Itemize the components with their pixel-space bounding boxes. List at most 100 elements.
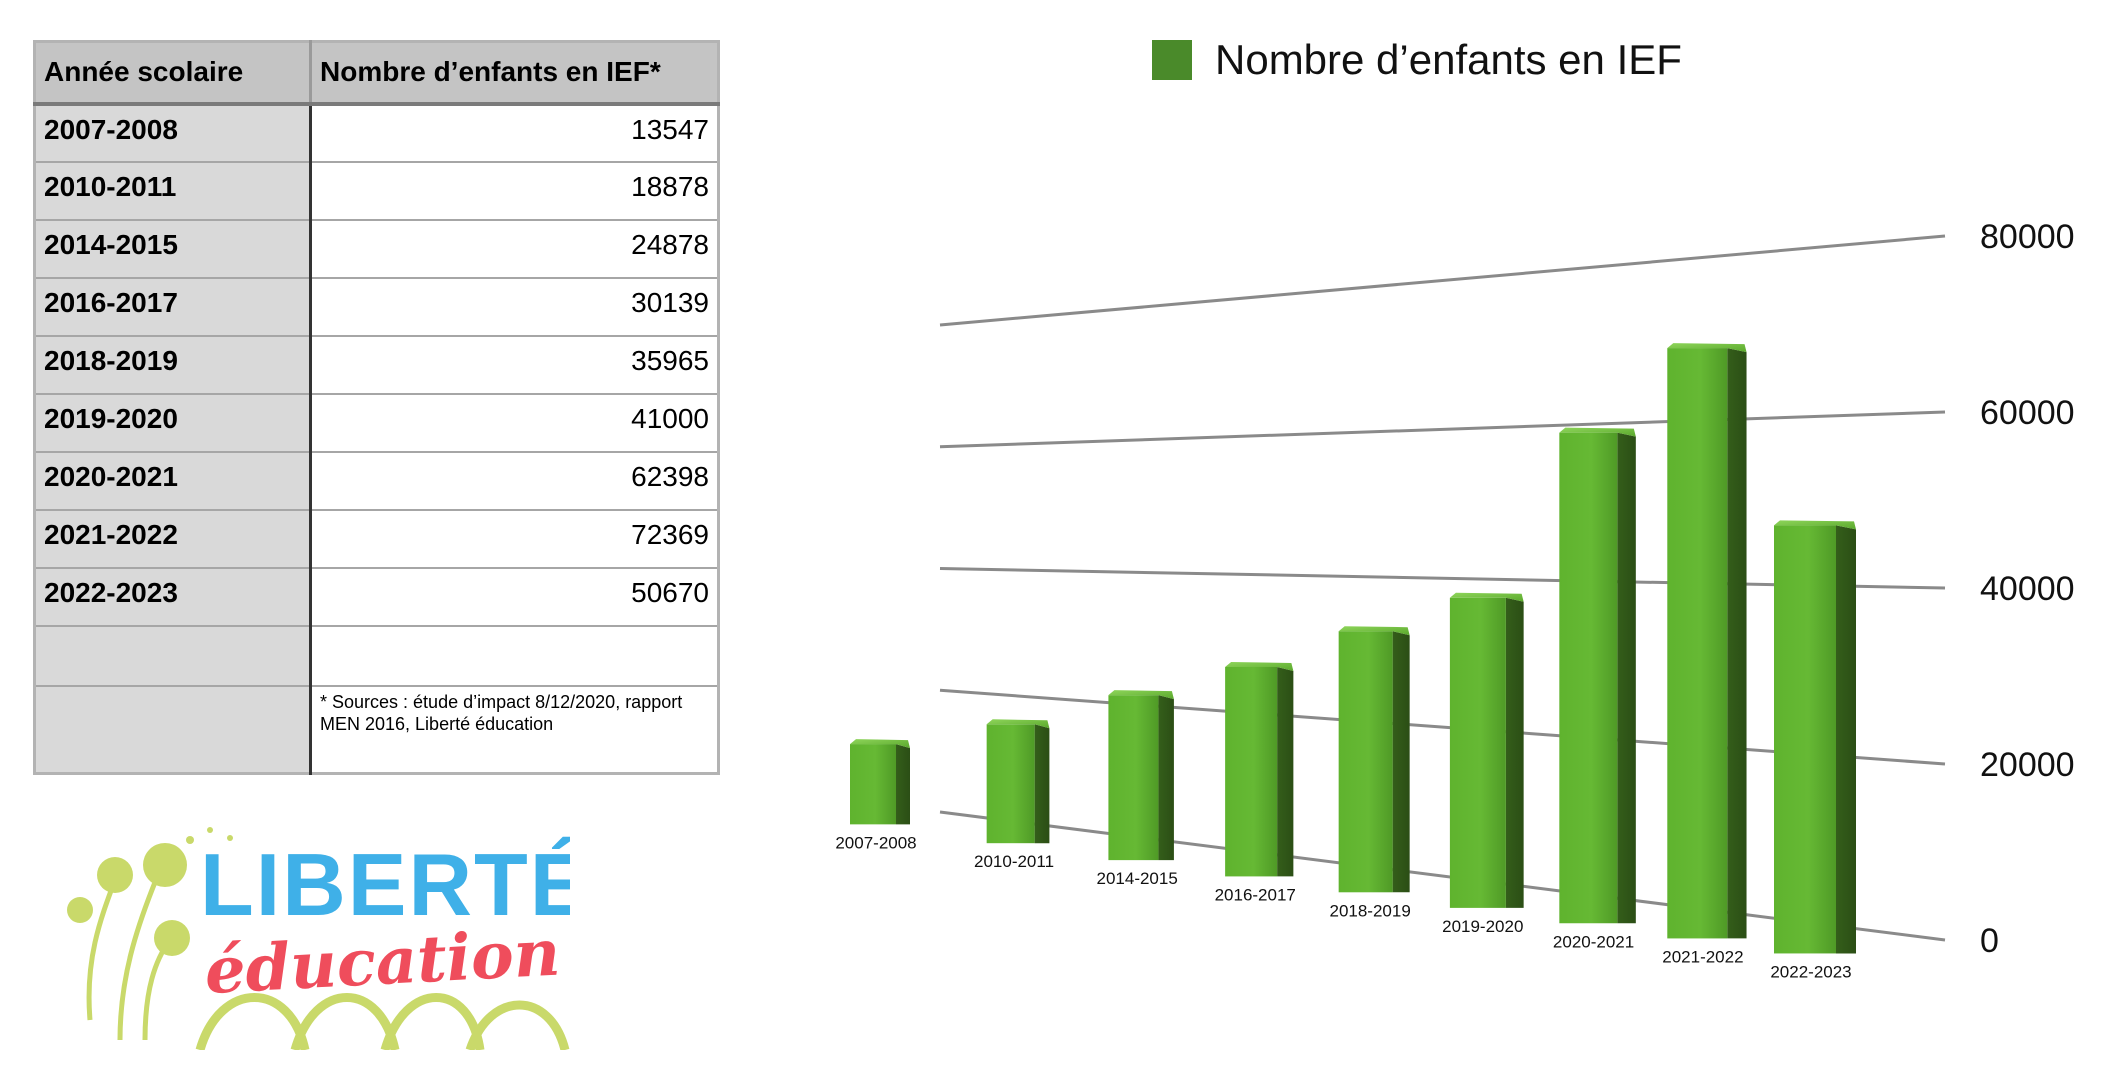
table-row: 2020-2021 62398 <box>33 450 720 511</box>
y-tick-label: 20000 <box>1980 746 2075 784</box>
bar-top <box>1225 661 1294 671</box>
bar-front <box>1774 525 1836 954</box>
bar <box>1774 520 1856 954</box>
row-year: 2007-2008 <box>33 102 312 163</box>
table-row-note: * Sources : étude d’impact 8/12/2020, ra… <box>33 684 720 775</box>
chart-legend: Nombre d’enfants en IEF <box>1152 36 1682 83</box>
table-row: 2022-2023 50670 <box>33 566 720 627</box>
gridline <box>939 410 1946 449</box>
bar <box>850 739 910 825</box>
dandelion-graphic <box>86 869 173 1041</box>
row-value: 41000 <box>309 392 720 453</box>
logo-line2: éducation <box>203 916 562 1010</box>
bar-side <box>896 744 910 825</box>
x-tick-label: 2010-2011 <box>974 852 1054 871</box>
bar <box>1667 343 1747 939</box>
legend-label: Nombre d’enfants en IEF <box>1215 36 1682 83</box>
bar-top <box>1774 520 1856 530</box>
bar <box>1225 661 1294 877</box>
logo-line1: LIBERTÉ <box>200 835 570 934</box>
bar-front <box>1449 597 1506 908</box>
row-year: 2014-2015 <box>33 218 312 279</box>
bar-top <box>1667 343 1747 353</box>
table-row: 2021-2022 72369 <box>33 508 720 569</box>
bar-front <box>1667 348 1728 939</box>
x-axis-tick-labels: 2007-2008 2010-2011 2014-2015 2016-2017 2018… <box>835 833 1851 981</box>
table-row: 2007-2008 13547 <box>33 102 720 163</box>
x-tick-label: 2021-2022 <box>1662 947 1743 966</box>
bar-side <box>1505 597 1524 908</box>
bar-front <box>1559 432 1618 924</box>
dandelion-heads <box>67 827 233 956</box>
bar-top <box>1338 626 1410 636</box>
bar <box>1338 626 1410 893</box>
row-year: 2016-2017 <box>33 276 312 337</box>
table-row: 2010-2011 18878 <box>33 160 720 221</box>
data-table: Année scolaire Nombre d’enfants en IEF* … <box>33 40 720 775</box>
row-year: 2021-2022 <box>33 508 312 569</box>
empty-cell <box>33 684 312 775</box>
gridline <box>939 567 1946 590</box>
row-value: 35965 <box>309 334 720 395</box>
bar-front <box>1108 695 1159 861</box>
bar <box>1559 427 1636 924</box>
chart-gridlines <box>939 234 1946 942</box>
bar <box>1108 690 1174 861</box>
gridline <box>939 234 1946 327</box>
bar-side <box>1277 666 1294 877</box>
row-value: 30139 <box>309 276 720 337</box>
bar-side <box>1727 348 1747 939</box>
header-year: Année scolaire <box>33 40 312 106</box>
bar-top <box>850 739 910 749</box>
table-row: 2019-2020 41000 <box>33 392 720 453</box>
y-tick-label: 0 <box>1980 922 1999 960</box>
bar-top <box>986 719 1050 729</box>
bar-front <box>1338 631 1393 893</box>
y-axis-tick-labels: 0 20000 40000 60000 80000 <box>1980 218 2075 960</box>
x-tick-label: 2022-2023 <box>1770 962 1851 981</box>
empty-cell <box>33 624 312 687</box>
row-year: 2018-2019 <box>33 334 312 395</box>
table-row: 2018-2019 35965 <box>33 334 720 395</box>
bar-side <box>1034 724 1050 844</box>
row-value: 18878 <box>309 160 720 221</box>
header-count: Nombre d’enfants en IEF* <box>309 40 720 106</box>
chart-bars <box>850 343 1856 954</box>
bar-side <box>1392 631 1410 893</box>
y-tick-label: 80000 <box>1980 218 2075 256</box>
x-tick-label: 2007-2008 <box>835 833 916 852</box>
row-year: 2020-2021 <box>33 450 312 511</box>
row-value: 50670 <box>309 566 720 627</box>
gridline <box>939 810 1946 942</box>
row-year: 2022-2023 <box>33 566 312 627</box>
bar-side <box>1836 525 1856 954</box>
hills-graphic <box>195 993 570 1050</box>
bar <box>1449 592 1524 908</box>
table-row: 2014-2015 24878 <box>33 218 720 279</box>
bar-top <box>1449 592 1524 602</box>
table-header-row: Année scolaire Nombre d’enfants en IEF* <box>33 40 720 106</box>
row-value: 62398 <box>309 450 720 511</box>
x-tick-label: 2020-2021 <box>1553 932 1634 951</box>
gridline <box>939 688 1946 766</box>
row-year: 2019-2020 <box>33 392 312 453</box>
x-tick-label: 2019-2020 <box>1442 917 1523 936</box>
x-tick-label: 2016-2017 <box>1215 885 1296 904</box>
bar-side <box>1617 432 1636 924</box>
bar <box>986 719 1050 844</box>
x-tick-label: 2018-2019 <box>1329 901 1410 920</box>
y-tick-label: 40000 <box>1980 570 2075 608</box>
row-year: 2010-2011 <box>33 160 312 221</box>
row-value: 13547 <box>309 102 720 163</box>
table-row: 2016-2017 30139 <box>33 276 720 337</box>
y-tick-label: 60000 <box>1980 394 2075 432</box>
liberte-education-logo: LIBERTÉ éducation <box>67 827 570 1050</box>
empty-cell <box>309 624 720 687</box>
sources-note: * Sources : étude d’impact 8/12/2020, ra… <box>309 684 720 775</box>
row-value: 72369 <box>309 508 720 569</box>
table-row-empty <box>33 624 720 687</box>
bar-front <box>1225 666 1278 877</box>
x-tick-label: 2014-2015 <box>1097 869 1178 888</box>
bar-top <box>1108 690 1174 700</box>
bar-front <box>986 724 1035 844</box>
